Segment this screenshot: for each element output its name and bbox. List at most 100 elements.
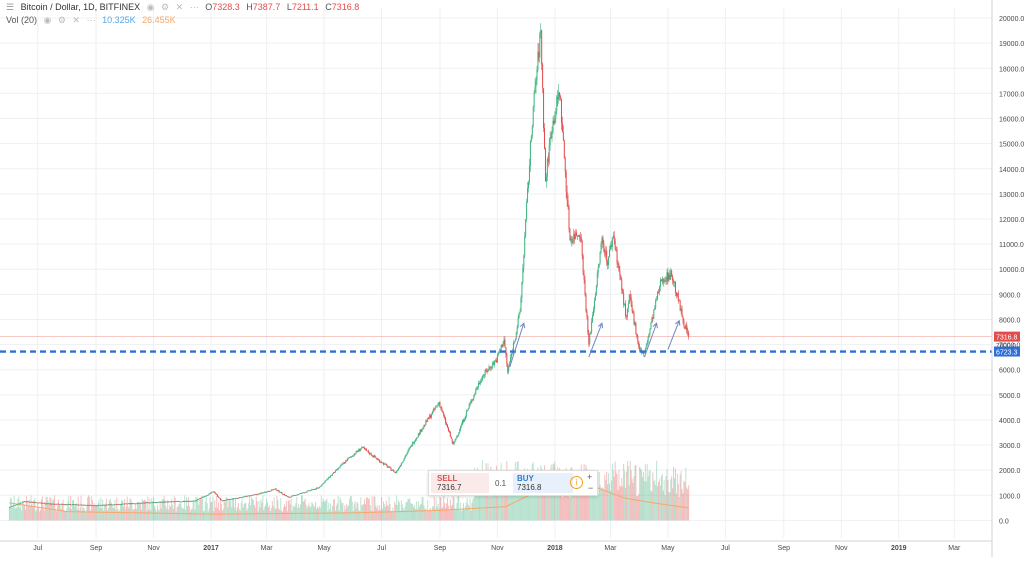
candle-body — [584, 279, 586, 295]
candle-body — [189, 500, 191, 502]
candle-body — [155, 502, 157, 504]
candle-body — [253, 494, 255, 496]
volume-bar — [336, 503, 338, 521]
ohlc-close-value: 7316.8 — [331, 2, 360, 12]
candle-body — [195, 500, 197, 502]
volume-bar — [422, 497, 424, 521]
candle-body — [446, 422, 448, 425]
candle-body — [403, 458, 405, 461]
legend-close-icon[interactable]: ✕ — [175, 2, 184, 12]
quantity-value[interactable]: 0.1 — [495, 479, 507, 488]
volume-bar — [679, 474, 681, 521]
candle-body — [333, 472, 335, 474]
candle-body — [92, 505, 94, 506]
volume-bar — [437, 503, 439, 521]
volume-bar — [26, 501, 28, 521]
candle-body — [47, 503, 49, 505]
volume-bar — [646, 464, 648, 521]
volume-bar — [535, 479, 537, 521]
volume-settings-icon[interactable]: ⚙ — [57, 15, 66, 25]
candle-body — [146, 502, 148, 504]
candle-body — [519, 311, 521, 313]
candle-body — [475, 389, 477, 395]
volume-bar — [70, 495, 72, 521]
candle-body — [412, 442, 414, 446]
volume-bar — [479, 490, 481, 521]
volume-bar — [529, 487, 531, 521]
candle-body — [137, 503, 139, 505]
candle-body — [222, 500, 224, 502]
candle-body — [372, 455, 374, 457]
volume-more-icon[interactable]: ⋯ — [86, 15, 96, 25]
info-icon[interactable]: i — [570, 476, 583, 489]
candle-body — [217, 494, 219, 497]
candle-body — [380, 462, 382, 463]
candle-body — [131, 503, 133, 505]
candle-body — [611, 237, 613, 247]
volume-bar — [113, 507, 115, 521]
volume-bar — [265, 504, 267, 521]
volume-bar — [270, 508, 272, 521]
buy-button[interactable] — [513, 473, 573, 493]
candle-body — [515, 332, 517, 339]
candle-body — [117, 504, 119, 505]
candle-body — [278, 490, 280, 492]
volume-bar — [246, 510, 248, 521]
volume-bar — [655, 484, 657, 521]
candle-body — [214, 491, 216, 494]
candle-body — [446, 424, 448, 428]
volume-bar — [450, 506, 452, 521]
candle-body — [422, 427, 424, 430]
candle-body — [424, 424, 426, 426]
sell-button[interactable] — [431, 473, 489, 493]
volume-bar — [173, 496, 175, 521]
candle-body — [100, 505, 102, 506]
candle-body — [241, 497, 243, 499]
candle-body — [477, 387, 479, 389]
candle-body — [338, 467, 340, 469]
minus-icon[interactable]: − — [588, 483, 594, 493]
candle-body — [26, 501, 28, 503]
plus-icon[interactable]: + — [587, 472, 593, 482]
candle-body — [632, 310, 634, 314]
candle-body — [655, 300, 657, 308]
candle-body — [544, 148, 546, 182]
collapse-icon[interactable]: ☰ — [6, 2, 15, 12]
y-tick-label: 9000.0 — [999, 292, 1021, 299]
candle-body — [289, 496, 291, 498]
candle-body — [591, 321, 593, 333]
volume-bar — [77, 496, 79, 521]
volume-bar — [171, 504, 173, 521]
candle-body — [408, 448, 410, 451]
legend-visibility-icon[interactable]: ◉ — [146, 2, 155, 12]
volume-bar — [281, 510, 283, 521]
volume-bar — [245, 503, 247, 521]
volume-bar — [615, 471, 617, 521]
candle-body — [142, 502, 144, 504]
volume-bar — [457, 495, 459, 521]
volume-bar — [547, 474, 549, 521]
legend-settings-icon[interactable]: ⚙ — [161, 2, 170, 12]
volume-bar — [638, 493, 640, 521]
volume-visibility-icon[interactable]: ◉ — [43, 15, 52, 25]
candle-body — [490, 367, 492, 369]
volume-bar — [278, 508, 280, 521]
y-tick-label: 2000.0 — [999, 468, 1021, 475]
volume-bar — [399, 510, 401, 521]
candle-body — [536, 69, 538, 81]
candle-body — [25, 501, 27, 503]
volume-bar — [364, 499, 366, 521]
volume-bar — [482, 471, 484, 521]
candle-body — [113, 504, 115, 506]
legend-more-icon[interactable]: ⋯ — [189, 2, 199, 12]
volume-bar — [224, 502, 226, 521]
volume-close-icon[interactable]: ✕ — [72, 15, 81, 25]
volume-bar — [346, 504, 348, 521]
ohlc-close-label: C — [325, 2, 332, 12]
volume-bar — [576, 475, 578, 521]
volume-bar — [602, 487, 604, 521]
volume-bar — [509, 493, 511, 521]
